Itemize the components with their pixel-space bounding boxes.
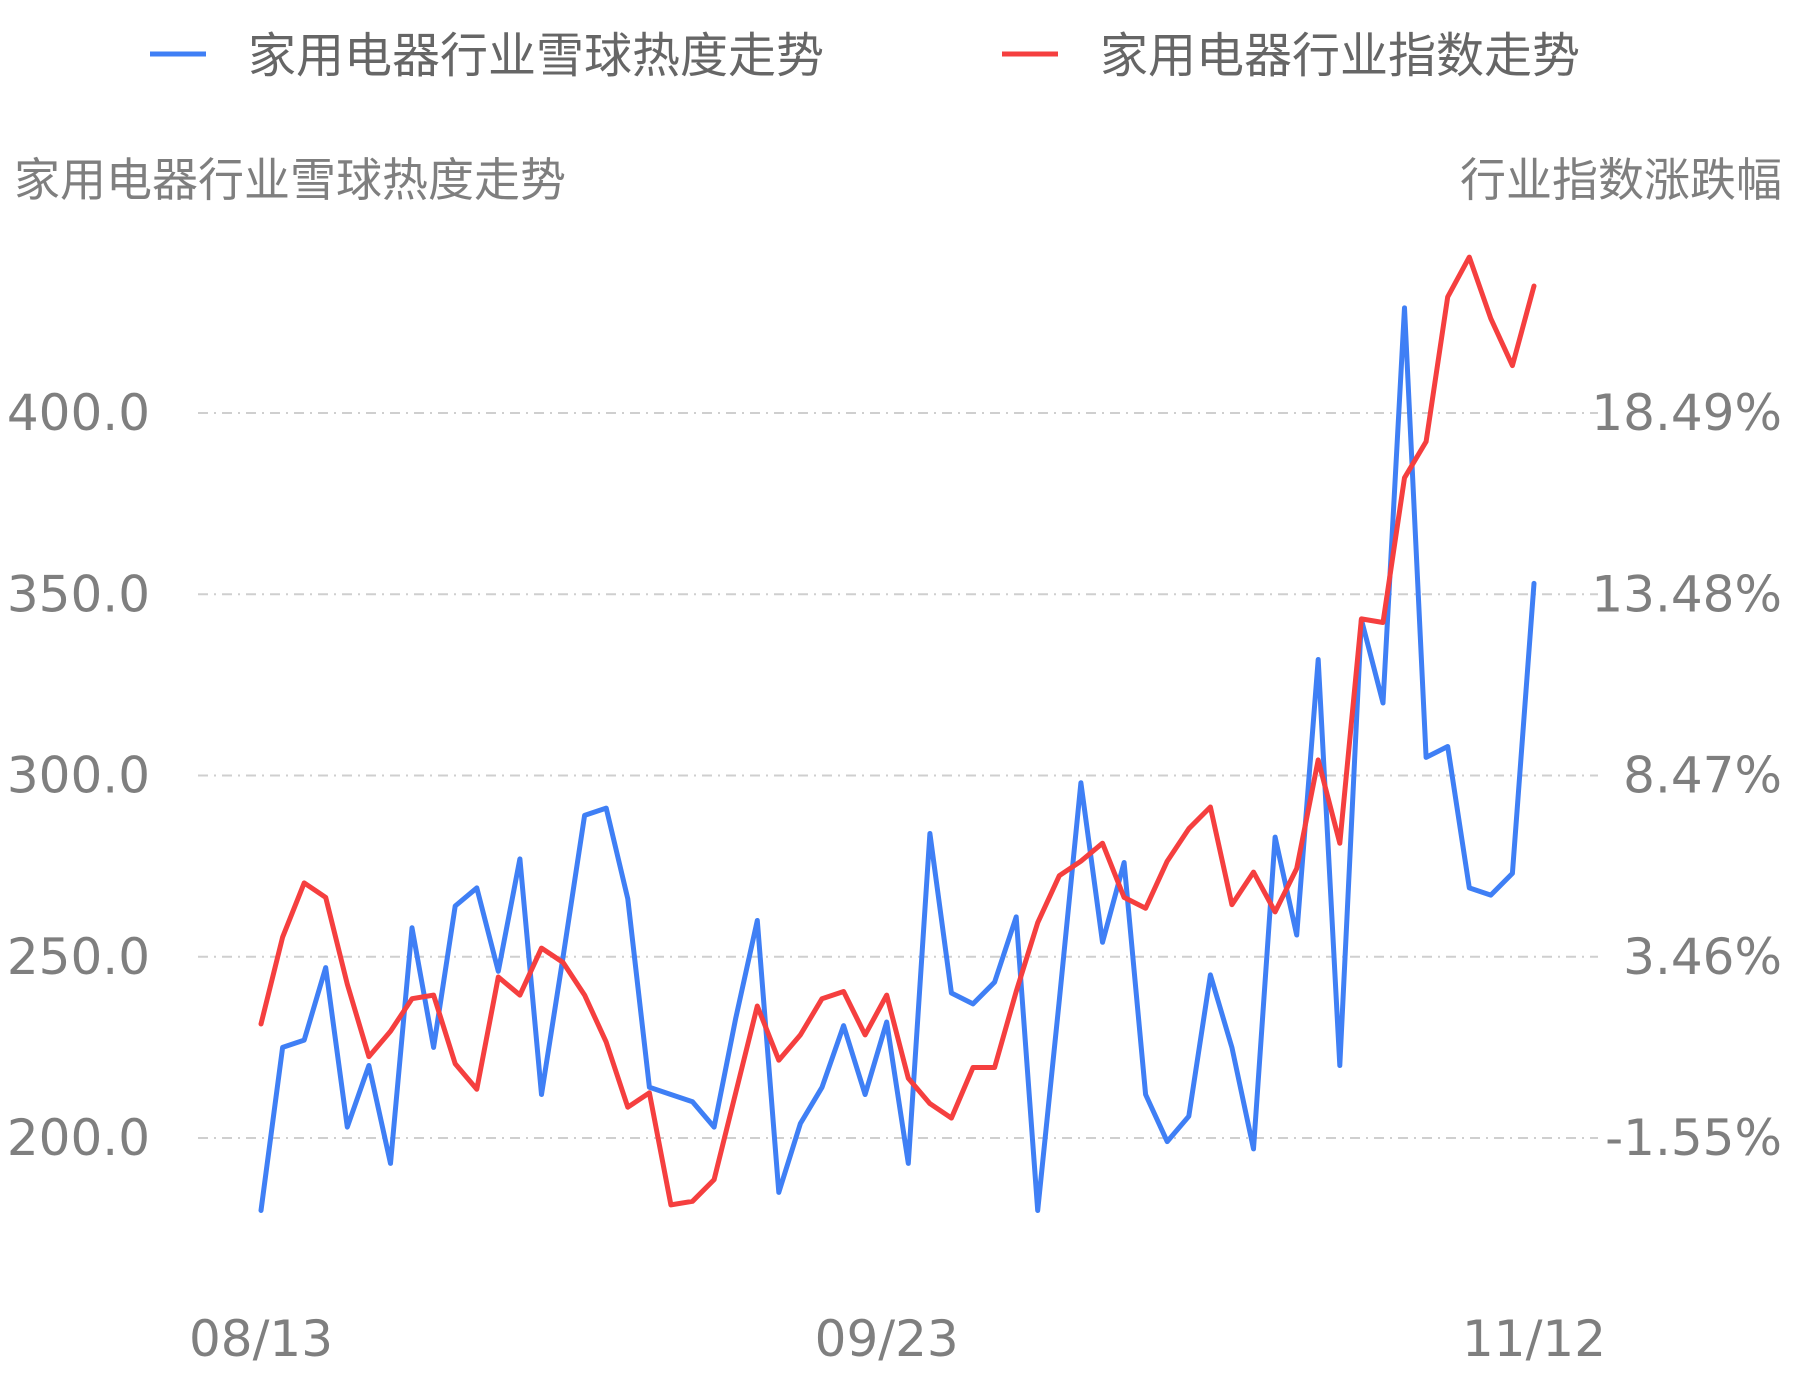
- right-tick-label: 13.48%: [1591, 565, 1782, 623]
- legend: 家用电器行业雪球热度走势 家用电器行业指数走势: [150, 28, 1580, 84]
- x-tick-label: 09/23: [815, 1310, 959, 1368]
- legend-label-heat: 家用电器行业雪球热度走势: [248, 28, 824, 84]
- legend-entry-heat[interactable]: 家用电器行业雪球热度走势: [150, 28, 824, 84]
- right-tick-label: 8.47%: [1623, 747, 1782, 805]
- gridlines: [198, 412, 1598, 1139]
- left-axis-title: 家用电器行业雪球热度走势: [14, 153, 566, 207]
- legend-entry-index[interactable]: 家用电器行业指数走势: [1002, 28, 1580, 84]
- series-layer: [258, 254, 1537, 1213]
- left-tick-label: 400.0: [7, 384, 150, 442]
- right-axis-ticks: -1.55% 3.46% 8.47% 13.48% 18.49%: [1591, 384, 1782, 1167]
- left-tick-label: 250.0: [7, 928, 150, 986]
- left-tick-label: 200.0: [7, 1109, 150, 1167]
- right-tick-label: -1.55%: [1605, 1109, 1782, 1167]
- legend-label-index: 家用电器行业指数走势: [1100, 28, 1580, 84]
- series-line-heat[interactable]: [258, 305, 1537, 1213]
- x-tick-label: 11/12: [1462, 1310, 1606, 1368]
- series-line-index[interactable]: [258, 254, 1537, 1208]
- left-tick-label: 350.0: [7, 565, 150, 623]
- x-tick-label: 08/13: [189, 1310, 333, 1368]
- left-tick-label: 300.0: [7, 747, 150, 805]
- x-axis-ticks: 08/13 09/23 11/12: [189, 1310, 1606, 1368]
- right-tick-label: 18.49%: [1591, 384, 1782, 442]
- right-axis-title: 行业指数涨跌幅: [1460, 153, 1782, 207]
- left-axis-ticks: 200.0 250.0 300.0 350.0 400.0: [7, 384, 150, 1167]
- right-tick-label: 3.46%: [1623, 928, 1782, 986]
